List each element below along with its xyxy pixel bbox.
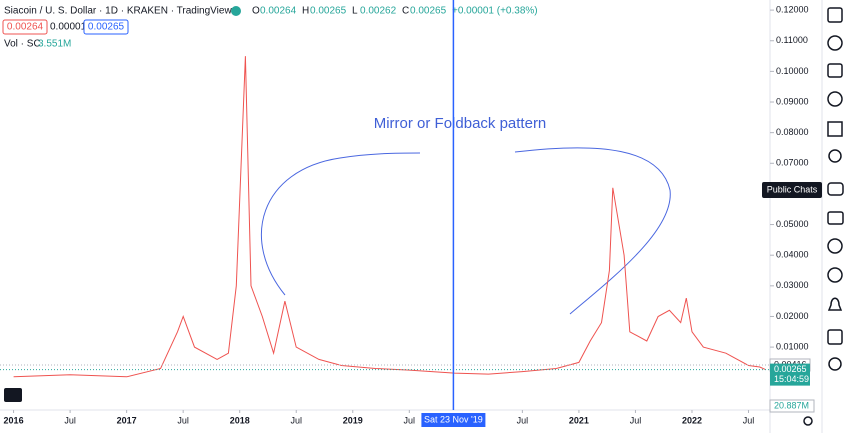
ohlc-value: 0.00265 [410, 6, 447, 17]
ohlc-label: C [402, 6, 409, 17]
volume-label: Vol · SC [4, 39, 41, 50]
alerts-icon[interactable] [827, 35, 843, 51]
buy-price: 0.00265 [88, 22, 125, 33]
chats-icon[interactable] [827, 182, 844, 196]
x-tick-label: 2019 [343, 415, 363, 425]
spread: 0.00001 [50, 22, 87, 33]
tooltip-bg [762, 182, 822, 198]
x-tick-label: Jul [177, 415, 189, 425]
calendar-icon[interactable] [827, 121, 843, 137]
ohlc-value: 0.00264 [260, 6, 297, 17]
tv-logo [4, 388, 22, 402]
y-tick-label: 0.02000 [776, 311, 809, 321]
symbol: Siacoin / U. S. Dollar · 1D · KRAKEN · T… [4, 6, 232, 17]
price-label: 0.00265 [774, 364, 807, 374]
sell-box[interactable] [2, 19, 48, 35]
crosshair-label: Sat 23 Nov '19 [424, 414, 483, 424]
help-icon[interactable] [828, 357, 842, 371]
watchlist-icon[interactable] [827, 7, 843, 23]
ohlc-label: H [302, 6, 309, 17]
ohlc-value: 0.00265 [310, 6, 347, 17]
ohlc-label: O [252, 6, 260, 17]
notifications-icon[interactable] [827, 297, 843, 311]
x-tick-label: 2018 [230, 415, 250, 425]
price-label-bg [770, 363, 810, 386]
ideas-icon[interactable] [828, 149, 842, 163]
annotation-curve [514, 147, 671, 315]
y-tick-label: 0.03000 [776, 280, 809, 290]
data-window-icon[interactable] [827, 63, 843, 78]
y-tick-label: 0.09000 [776, 96, 809, 106]
x-tick-label: Jul [630, 415, 642, 425]
price-line [13, 56, 766, 378]
toolbar [803, 7, 844, 426]
signals-icon[interactable] [827, 267, 843, 283]
y-tick-label: 0.08000 [776, 127, 809, 137]
status-dot [231, 6, 241, 16]
annotation: Mirror or Foldback pattern [374, 115, 547, 132]
y-tick-label: 0.05000 [776, 219, 809, 229]
volume-max: 20.887M [774, 400, 809, 410]
sell-price: 0.00264 [7, 22, 44, 33]
x-tick-label: 2017 [117, 415, 137, 425]
x-tick-label: Jul [517, 415, 529, 425]
plot: 0.010000.020000.030000.040000.050000.060… [0, 0, 815, 427]
x-tick-label: Jul [64, 415, 76, 425]
tooltip: Public Chats [767, 184, 818, 194]
buy-box[interactable] [83, 19, 129, 35]
y-tick-label: 0.11000 [776, 35, 808, 45]
y-tick-label: 0.12000 [776, 4, 809, 14]
x-tick-label: Jul [404, 415, 416, 425]
y-tick-label: 0.07000 [776, 158, 809, 168]
annotation-curve [260, 152, 421, 296]
ohlc-value: 0.00262 [360, 6, 397, 17]
x-tick-label: 2022 [682, 415, 702, 425]
countdown: 15:04:59 [774, 374, 809, 384]
order-icon[interactable] [827, 329, 843, 345]
volume-label-bg [769, 399, 815, 413]
y-tick-label: 0.01000 [776, 341, 809, 351]
hotlist-icon[interactable] [827, 91, 843, 107]
volume-value: 3.551M [38, 39, 71, 50]
ohlc: O 0.00264 H 0.00265 L 0.00262 C 0.00265 +0.00001… [252, 6, 538, 17]
x-tick-label: 2016 [4, 415, 24, 425]
x-tick-label: Jul [290, 415, 302, 425]
crosshair-label-bg [421, 413, 486, 427]
y-tick-label: 0.10000 [776, 66, 809, 76]
streams-icon[interactable] [827, 211, 844, 225]
change: +0.00001 (+0.38%) [452, 6, 538, 17]
y-tick-label: 0.04000 [776, 250, 809, 260]
x-tick-label: Jul [743, 415, 755, 425]
calls-icon[interactable] [827, 238, 843, 254]
settings-icon[interactable] [803, 416, 813, 426]
x-tick-label: 2021 [569, 415, 589, 425]
ohlc-label: L [352, 6, 358, 17]
